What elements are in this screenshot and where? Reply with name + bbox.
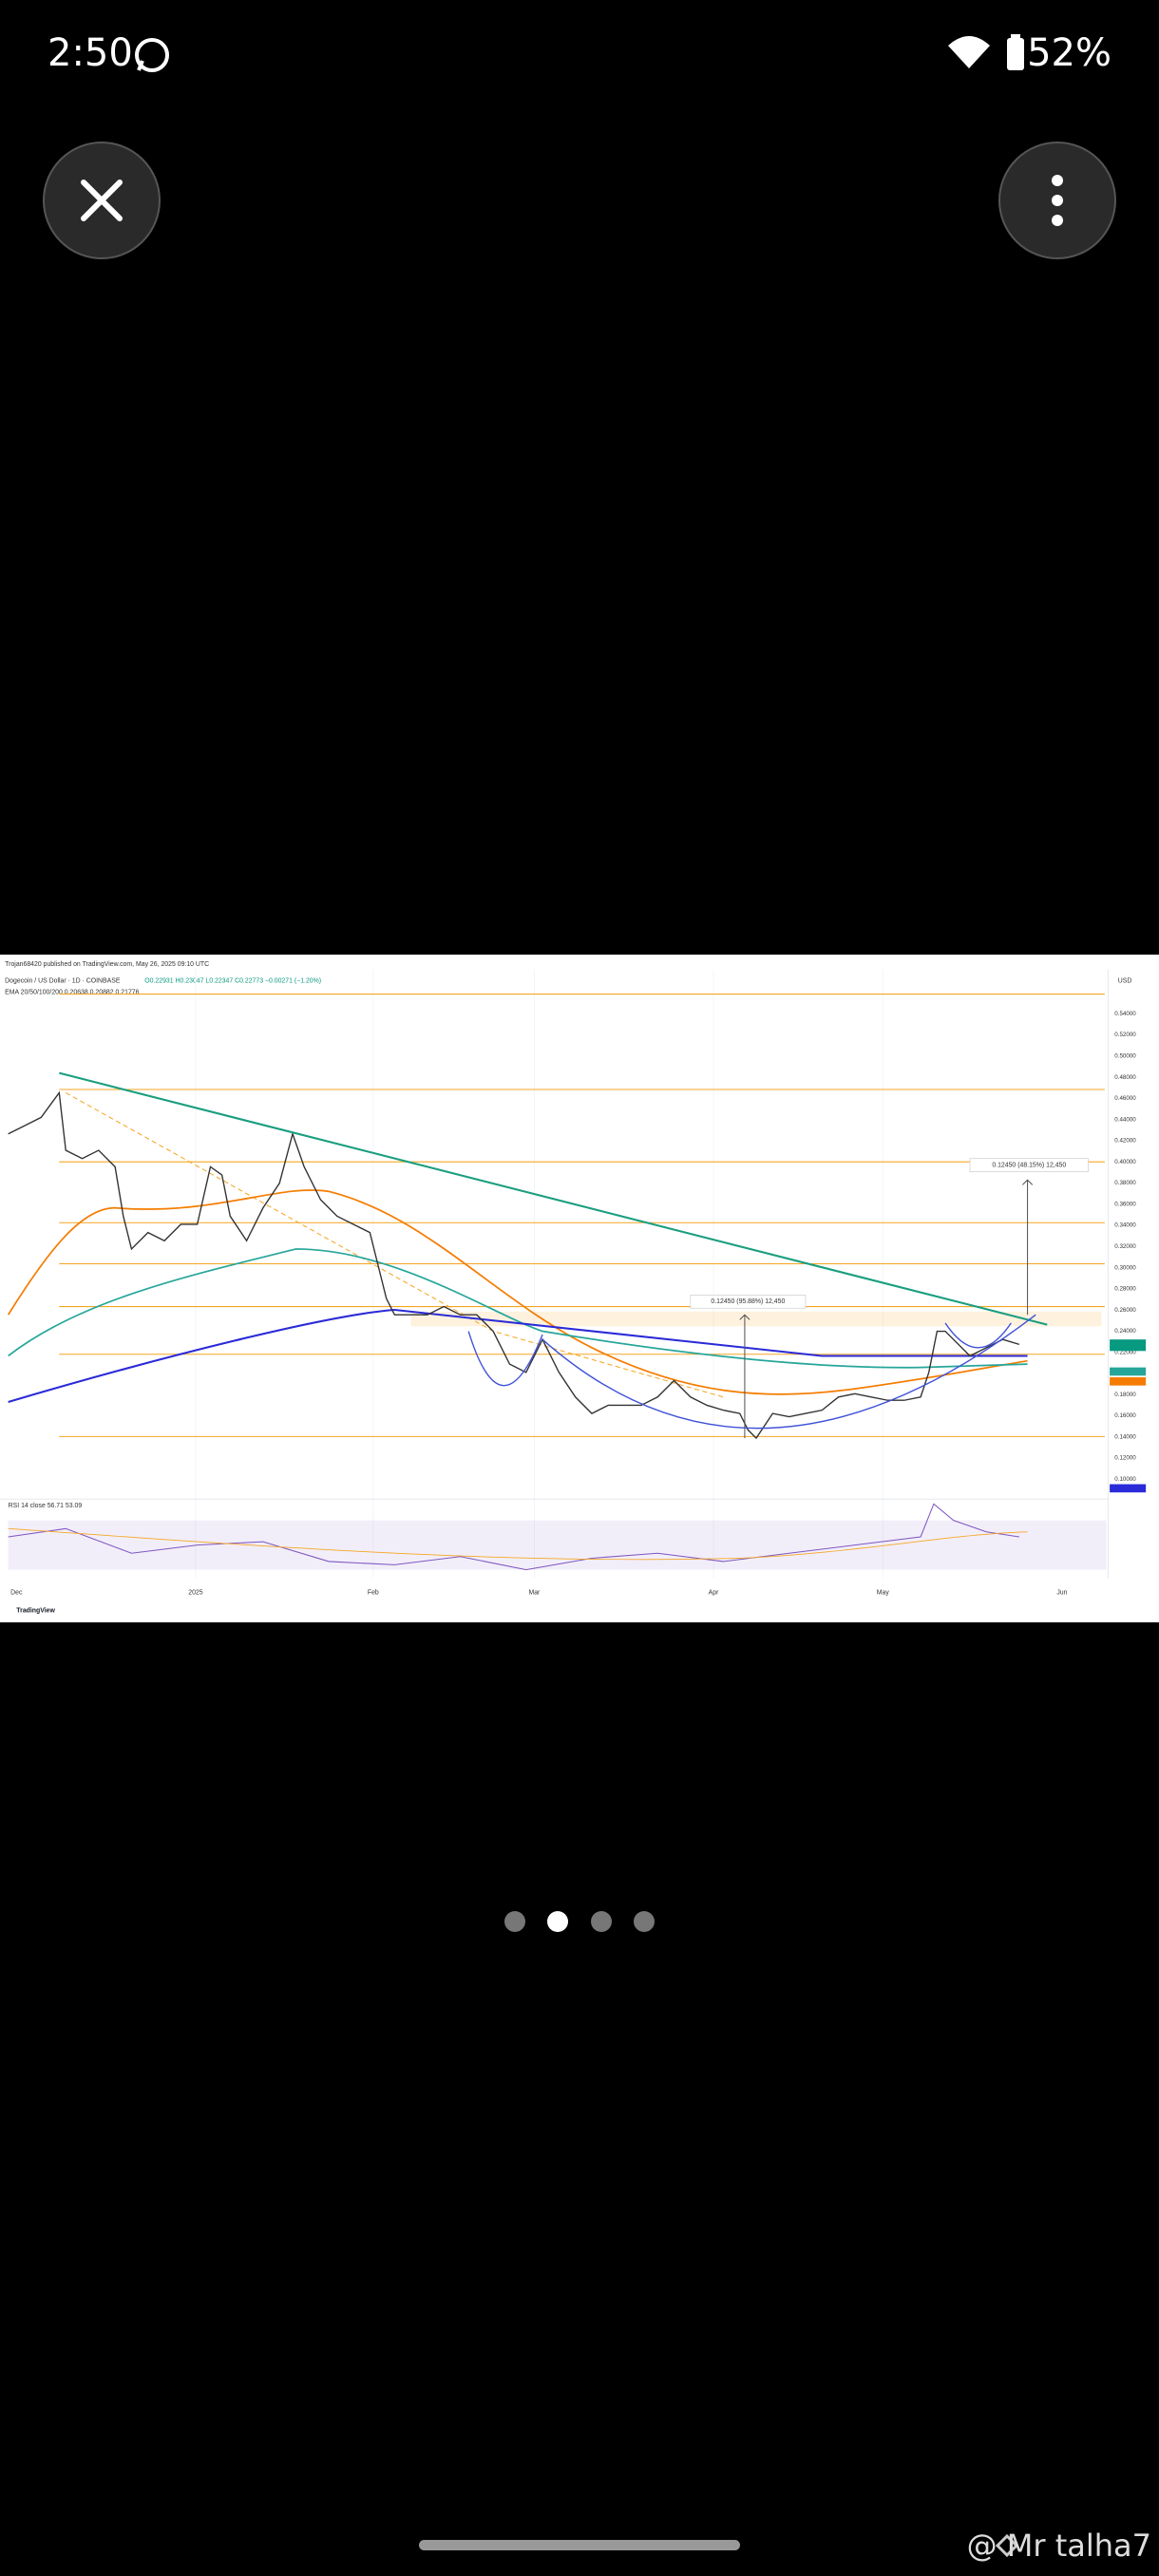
rsi-line: [8, 1503, 1019, 1571]
measure-arrows: [739, 1179, 1034, 1439]
time-label: Dec: [10, 1590, 23, 1597]
annotation-box: [969, 1158, 1089, 1172]
price-label: 0.12000: [1114, 1455, 1136, 1462]
price-axis: 0.54000 0.52000 0.50000 0.48000 0.46000 0.440…: [1114, 1011, 1136, 1483]
home-bar[interactable]: [419, 2540, 740, 2550]
watermark: @ Mr talha7: [967, 2528, 1151, 2564]
rsi-band: [8, 1520, 1107, 1570]
time-label: 2025: [188, 1590, 203, 1597]
price-label: 0.42000: [1114, 1138, 1136, 1145]
price-label: 0.54000: [1114, 1011, 1136, 1017]
more-button[interactable]: [998, 142, 1116, 259]
price-label: 0.22000: [1114, 1349, 1136, 1355]
price-label: 0.40000: [1114, 1159, 1136, 1165]
ema-legend: EMA 20/50/100/200 0.20638 0.20882 0.2177…: [5, 990, 139, 996]
image-background: [0, 955, 1159, 1622]
battery-cap: [1011, 34, 1020, 39]
price-label: 0.26000: [1114, 1307, 1136, 1314]
price-label: 0.34000: [1114, 1222, 1136, 1229]
status-bar: 2:50 52%: [48, 31, 1112, 75]
price-label: 0.48000: [1114, 1074, 1136, 1081]
handle: [944, 1322, 1012, 1349]
time-label: Feb: [368, 1590, 379, 1597]
annotation: 0.12450 (48.15%) 12,450: [992, 1162, 1066, 1168]
cup-pattern: [542, 1314, 1036, 1430]
price-label: 0.10000: [1114, 1476, 1136, 1483]
price-label: 0.38000: [1114, 1180, 1136, 1186]
price-label: 0.16000: [1114, 1412, 1136, 1419]
brand: TradingView: [16, 1608, 55, 1615]
close-button[interactable]: [43, 142, 161, 259]
publisher: Trojan68420 published on TradingView.com…: [5, 961, 209, 968]
price-label: 0.36000: [1114, 1201, 1136, 1207]
price-badge: [1110, 1339, 1147, 1352]
time-label: Mar: [528, 1590, 541, 1597]
annotation: 0.12450 (95.88%) 12,450: [711, 1298, 785, 1305]
time-label: May: [877, 1590, 890, 1597]
price-badge: [1110, 1367, 1147, 1376]
annotation-box: [690, 1295, 807, 1309]
battery-level: 52%: [1027, 31, 1112, 75]
time-label: Jun: [1056, 1590, 1067, 1597]
battery-icon: [1007, 38, 1024, 70]
price-badge: [1110, 1484, 1147, 1493]
time-axis: Dec 2025 Feb Mar Apr May Jun: [10, 1590, 1067, 1597]
price-label: 0.28000: [1114, 1286, 1136, 1293]
price-label: 0.30000: [1114, 1264, 1136, 1271]
rsi-legend: RSI 14 close 56.71 53.09: [9, 1503, 83, 1509]
time-grid: [195, 969, 884, 1579]
wifi-icon: [948, 36, 990, 68]
chart-image: Trojan68420 published on TradingView.com…: [0, 955, 1159, 1622]
price-label: 0.44000: [1114, 1116, 1136, 1123]
page-dot[interactable]: [504, 1911, 525, 1932]
bottom-area: @ Mr talha7: [419, 2528, 1151, 2564]
page-dot-active[interactable]: [547, 1911, 568, 1932]
page-dot[interactable]: [591, 1911, 612, 1932]
resistance-zone: [410, 1311, 1102, 1327]
price-label: 0.24000: [1114, 1328, 1136, 1335]
ema-200: [8, 1308, 1028, 1403]
small-cup: [467, 1331, 543, 1387]
price-label: 0.50000: [1114, 1053, 1136, 1060]
currency: USD: [1118, 978, 1132, 985]
trendline: [59, 1071, 1048, 1326]
page-indicator: [504, 1911, 655, 1932]
viewer-toolbar: [43, 142, 1116, 259]
ema-20: [7, 1189, 1028, 1395]
price-label: 0.52000: [1114, 1032, 1136, 1038]
ohlc: O0.22931 H0.23047 L0.22347 C0.22773 −0.0…: [144, 978, 321, 985]
time-label: Apr: [709, 1590, 719, 1597]
fib-levels: [59, 994, 1105, 1437]
price-label: 0.18000: [1114, 1392, 1136, 1398]
price-label: 0.46000: [1114, 1095, 1136, 1102]
binance-logo: [995, 2533, 1019, 2558]
price-label: 0.14000: [1114, 1433, 1136, 1440]
clock: 2:50: [48, 31, 133, 75]
page-dot[interactable]: [634, 1911, 655, 1932]
price-label: 0.32000: [1114, 1243, 1136, 1250]
price-badge: [1110, 1377, 1147, 1386]
rsi-ma: [8, 1527, 1028, 1561]
ema-50: [8, 1248, 1028, 1369]
whatsapp-icon: [135, 38, 169, 72]
price-line: [8, 1090, 1020, 1440]
symbol: Dogecoin / US Dollar · 1D · COINBASE: [5, 978, 121, 985]
